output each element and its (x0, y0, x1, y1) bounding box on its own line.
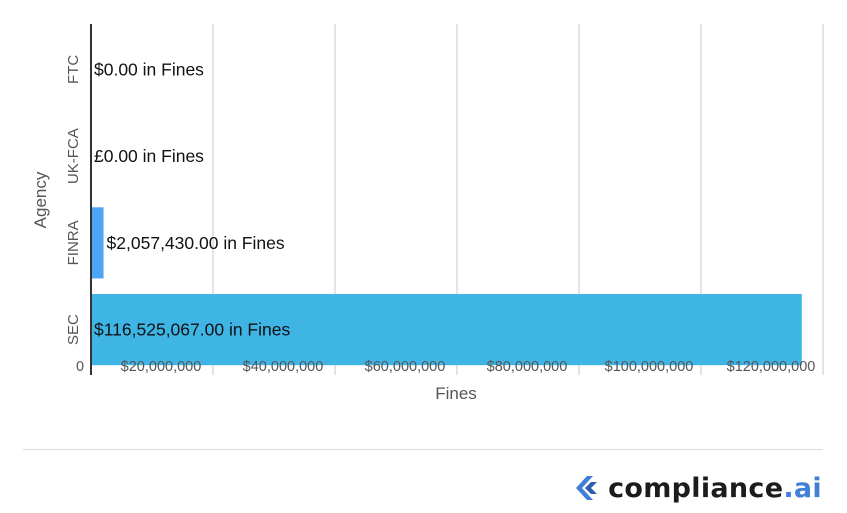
x-tick-label: 0 (76, 359, 84, 375)
category-label: FTC (65, 55, 82, 84)
bar (91, 294, 802, 366)
brand-name: compliance (608, 472, 784, 504)
fines-by-agency-chart: $0.00 in Fines £0.00 in Fines $2,057,430.0… (31, 24, 824, 403)
data-label: $2,057,430.00 in Fines (107, 233, 285, 253)
y-axis-title: Agency (31, 171, 50, 228)
category-label: UK-FCA (65, 128, 82, 184)
data-labels: $0.00 in Fines £0.00 in Fines $2,057,430.0… (94, 59, 290, 339)
category-label: FINRA (65, 220, 82, 265)
brand-logo: compliance .ai (574, 470, 822, 506)
x-tick-label: $80,000,000 (487, 359, 568, 375)
category-labels: FTC UK-FCA FINRA SEC (65, 55, 82, 345)
x-tick-label: $60,000,000 (365, 359, 446, 375)
data-label: $116,525,067.00 in Fines (94, 320, 290, 340)
x-tick-label: $40,000,000 (243, 359, 324, 375)
compliance-ai-logo-icon (576, 476, 598, 500)
data-label: $0.00 in Fines (94, 59, 204, 79)
x-tick-label: $120,000,000 (727, 359, 816, 375)
bar (91, 207, 104, 279)
bars (91, 207, 802, 366)
x-axis-title: Fines (435, 384, 477, 403)
category-label: SEC (65, 314, 82, 345)
x-tick-label: $100,000,000 (605, 359, 694, 375)
footer-divider (23, 449, 823, 450)
data-label: £0.00 in Fines (94, 146, 204, 166)
x-tick-labels: 0 $20,000,000 $40,000,000 $60,000,000 $80,00… (76, 359, 815, 375)
x-tick-label: $20,000,000 (121, 359, 202, 375)
brand-tld: .ai (783, 472, 822, 504)
